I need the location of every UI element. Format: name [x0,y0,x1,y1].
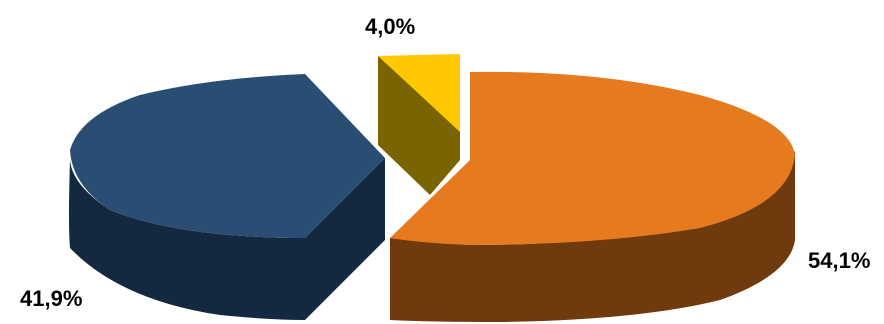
slice-group-blue [69,74,385,320]
slice-orange-side [390,150,795,322]
slice-group-yellow [378,54,460,195]
slice-blue-side [69,158,385,320]
slice-orange-top [390,71,795,245]
label-yellow-pct: 4,0% [365,14,415,39]
label-orange-pct: 54,1% [808,248,870,273]
label-blue-pct: 41,9% [20,286,82,311]
slice-yellow-top [378,54,460,132]
slice-blue-top [70,74,385,238]
slice-yellow-side [378,56,460,195]
slice-group-orange [390,71,795,322]
